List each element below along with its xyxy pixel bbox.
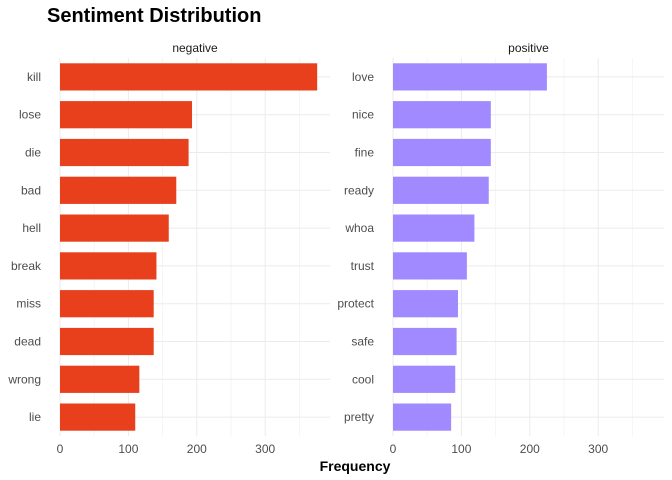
bar-positive-safe (393, 327, 457, 356)
chart-title: Sentiment Distribution (47, 5, 262, 27)
bar-negative-bad (60, 176, 177, 204)
x-tick-label: 300 (588, 442, 608, 456)
bar-positive-cool (393, 365, 456, 393)
category-label-lie: lie (29, 410, 41, 424)
category-label-wrong: wrong (7, 372, 41, 386)
bar-positive-pretty (393, 403, 452, 431)
bar-negative-break (60, 252, 157, 280)
bar-negative-lose (60, 101, 193, 129)
bar-positive-love (393, 63, 547, 91)
category-label-fine: fine (355, 146, 375, 160)
category-label-love: love (352, 70, 374, 84)
x-tick-label: 100 (118, 442, 138, 456)
bar-negative-lie (60, 403, 136, 431)
bar-negative-hell (60, 214, 169, 242)
bar-positive-trust (393, 252, 467, 280)
category-label-lose: lose (19, 108, 41, 122)
bar-positive-fine (393, 138, 491, 167)
bar-negative-die (60, 138, 189, 167)
bar-negative-kill (60, 63, 318, 91)
category-label-hell: hell (22, 221, 41, 235)
x-axis-title: Frequency (320, 458, 391, 474)
x-tick-label: 200 (187, 442, 207, 456)
bar-negative-wrong (60, 365, 140, 393)
category-label-ready: ready (344, 183, 374, 197)
x-tick-label: 300 (255, 442, 275, 456)
category-label-protect: protect (337, 297, 374, 311)
category-label-pretty: pretty (344, 410, 374, 424)
category-label-nice: nice (352, 108, 374, 122)
bar-negative-miss (60, 290, 154, 318)
category-label-trust: trust (351, 259, 375, 273)
category-label-die: die (25, 146, 41, 160)
category-label-whoa: whoa (344, 221, 374, 235)
category-label-miss: miss (16, 297, 41, 311)
category-label-dead: dead (14, 335, 41, 349)
x-tick-label: 0 (390, 442, 397, 456)
bar-positive-protect (393, 290, 458, 318)
x-tick-label: 0 (57, 442, 64, 456)
category-label-safe: safe (351, 335, 374, 349)
category-label-bad: bad (21, 183, 41, 197)
x-tick-label: 100 (451, 442, 471, 456)
bar-positive-nice (393, 101, 491, 129)
category-label-kill: kill (27, 70, 41, 84)
category-label-break: break (11, 259, 42, 273)
bar-positive-ready (393, 176, 489, 204)
bar-negative-dead (60, 327, 154, 356)
facet-label-negative: negative (172, 41, 218, 55)
bar-positive-whoa (393, 214, 475, 242)
category-label-cool: cool (352, 372, 374, 386)
facet-label-positive: positive (508, 41, 549, 55)
x-tick-label: 200 (520, 442, 540, 456)
